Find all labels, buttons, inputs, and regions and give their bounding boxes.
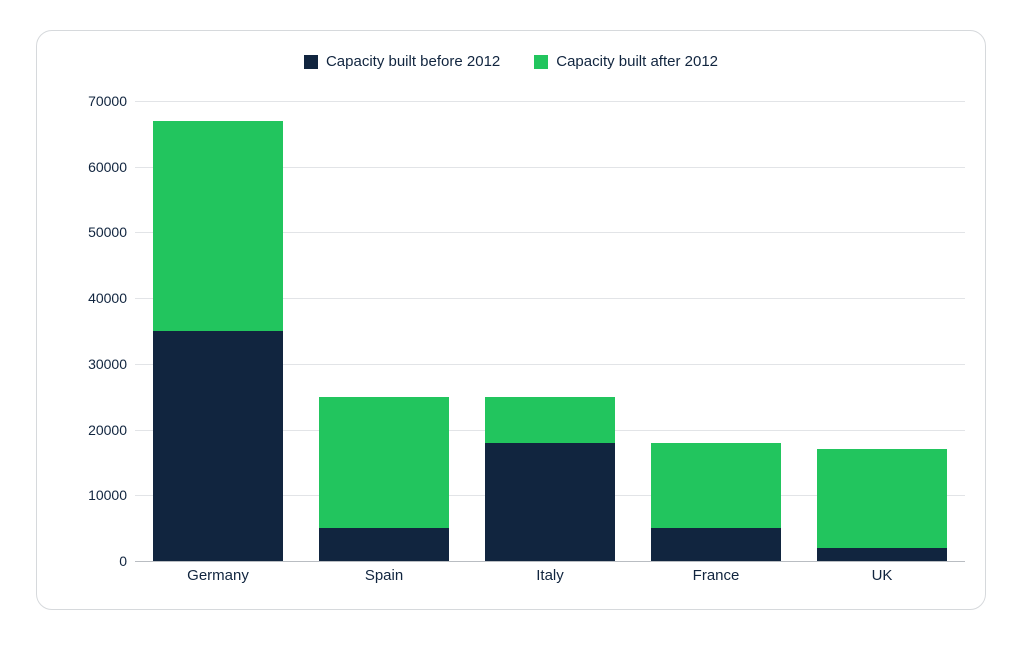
x-tick-label: UK — [872, 567, 893, 584]
y-tick-label: 50000 — [47, 224, 127, 240]
x-tick-label: Germany — [187, 567, 249, 584]
gridline — [135, 101, 965, 102]
legend: Capacity built before 2012 Capacity buil… — [37, 53, 985, 70]
plot-area — [135, 101, 965, 561]
bar-segment-before-2012 — [485, 443, 614, 561]
bar-segment-before-2012 — [319, 528, 448, 561]
legend-item-before-2012: Capacity built before 2012 — [304, 53, 500, 70]
legend-swatch-after-2012 — [534, 55, 548, 69]
legend-label-before-2012: Capacity built before 2012 — [326, 53, 500, 70]
bar-segment-after-2012 — [153, 121, 282, 331]
y-tick-label: 20000 — [47, 422, 127, 438]
legend-label-after-2012: Capacity built after 2012 — [556, 53, 718, 70]
x-tick-label: Spain — [365, 567, 403, 584]
y-tick-label: 60000 — [47, 159, 127, 175]
bar-segment-after-2012 — [651, 443, 780, 528]
bar-segment-after-2012 — [817, 449, 946, 548]
y-tick-label: 10000 — [47, 487, 127, 503]
y-tick-label: 0 — [47, 553, 127, 569]
y-tick-label: 70000 — [47, 93, 127, 109]
legend-item-after-2012: Capacity built after 2012 — [534, 53, 718, 70]
x-axis-line — [135, 561, 965, 562]
x-tick-label: France — [693, 567, 740, 584]
y-tick-label: 30000 — [47, 356, 127, 372]
bar-segment-before-2012 — [153, 331, 282, 561]
legend-swatch-before-2012 — [304, 55, 318, 69]
bar-segment-after-2012 — [319, 397, 448, 528]
bar-segment-before-2012 — [817, 548, 946, 561]
bar-segment-after-2012 — [485, 397, 614, 443]
y-tick-label: 40000 — [47, 290, 127, 306]
bar-segment-before-2012 — [651, 528, 780, 561]
chart-container: Capacity built before 2012 Capacity buil… — [36, 30, 986, 610]
x-tick-label: Italy — [536, 567, 564, 584]
